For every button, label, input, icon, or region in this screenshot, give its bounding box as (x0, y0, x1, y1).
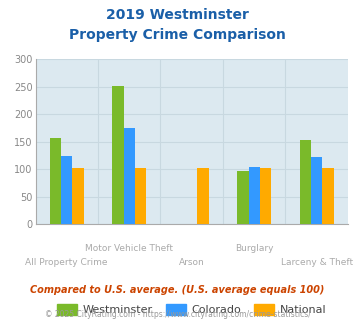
Text: Larceny & Theft: Larceny & Theft (280, 258, 353, 267)
Bar (124, 128, 135, 224)
Bar (300, 140, 311, 224)
Text: 2019 Westminster: 2019 Westminster (106, 8, 249, 22)
Legend: Westminster, Colorado, National: Westminster, Colorado, National (52, 299, 331, 319)
Bar (237, 171, 248, 224)
Bar (197, 168, 209, 224)
Text: © 2025 CityRating.com - https://www.cityrating.com/crime-statistics/: © 2025 CityRating.com - https://www.city… (45, 310, 310, 318)
Bar (112, 86, 124, 224)
Bar (50, 138, 61, 224)
Bar (135, 168, 146, 224)
Bar (322, 168, 334, 224)
Bar (61, 156, 72, 224)
Bar (260, 168, 271, 224)
Text: Arson: Arson (179, 258, 204, 267)
Text: Motor Vehicle Theft: Motor Vehicle Theft (85, 244, 173, 253)
Text: Property Crime Comparison: Property Crime Comparison (69, 28, 286, 42)
Text: Burglary: Burglary (235, 244, 273, 253)
Bar (72, 168, 84, 224)
Bar (248, 167, 260, 224)
Bar (311, 157, 322, 224)
Text: Compared to U.S. average. (U.S. average equals 100): Compared to U.S. average. (U.S. average … (30, 285, 325, 295)
Text: All Property Crime: All Property Crime (26, 258, 108, 267)
